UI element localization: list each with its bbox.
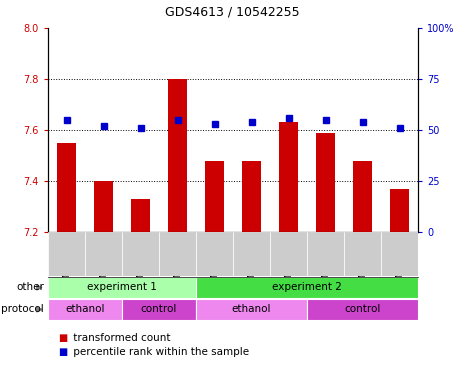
Text: ethanol: ethanol [65, 305, 105, 314]
Bar [381, 232, 418, 276]
Bar [233, 232, 270, 276]
Bar [159, 232, 196, 276]
Text: other: other [16, 283, 44, 293]
Bar [307, 232, 344, 276]
Text: ethanol: ethanol [232, 305, 271, 314]
Bar [122, 232, 159, 276]
Text: experiment 1: experiment 1 [87, 283, 157, 293]
Bar [344, 232, 381, 276]
Bar [196, 277, 418, 298]
Text: ■: ■ [58, 347, 67, 357]
Bar [390, 189, 409, 232]
Text: control: control [344, 305, 381, 314]
Bar [196, 299, 307, 320]
Text: control: control [141, 305, 177, 314]
Text: ■: ■ [58, 333, 67, 343]
Text: percentile rank within the sample: percentile rank within the sample [70, 347, 249, 357]
Bar [57, 143, 76, 232]
Bar [94, 181, 113, 232]
Bar [85, 232, 122, 276]
Bar [307, 299, 418, 320]
Bar [316, 132, 335, 232]
Bar [131, 199, 150, 232]
Bar [196, 232, 233, 276]
Bar [353, 161, 372, 232]
Bar [270, 232, 307, 276]
Bar [48, 299, 122, 320]
Text: transformed count: transformed count [70, 333, 171, 343]
Bar [122, 299, 196, 320]
Bar [48, 277, 196, 298]
Text: protocol: protocol [1, 305, 44, 314]
Bar [205, 161, 224, 232]
Bar [242, 161, 261, 232]
Text: experiment 2: experiment 2 [272, 283, 342, 293]
Bar [279, 122, 298, 232]
Text: GDS4613 / 10542255: GDS4613 / 10542255 [165, 5, 300, 18]
Bar [48, 232, 85, 276]
Bar [168, 79, 187, 232]
